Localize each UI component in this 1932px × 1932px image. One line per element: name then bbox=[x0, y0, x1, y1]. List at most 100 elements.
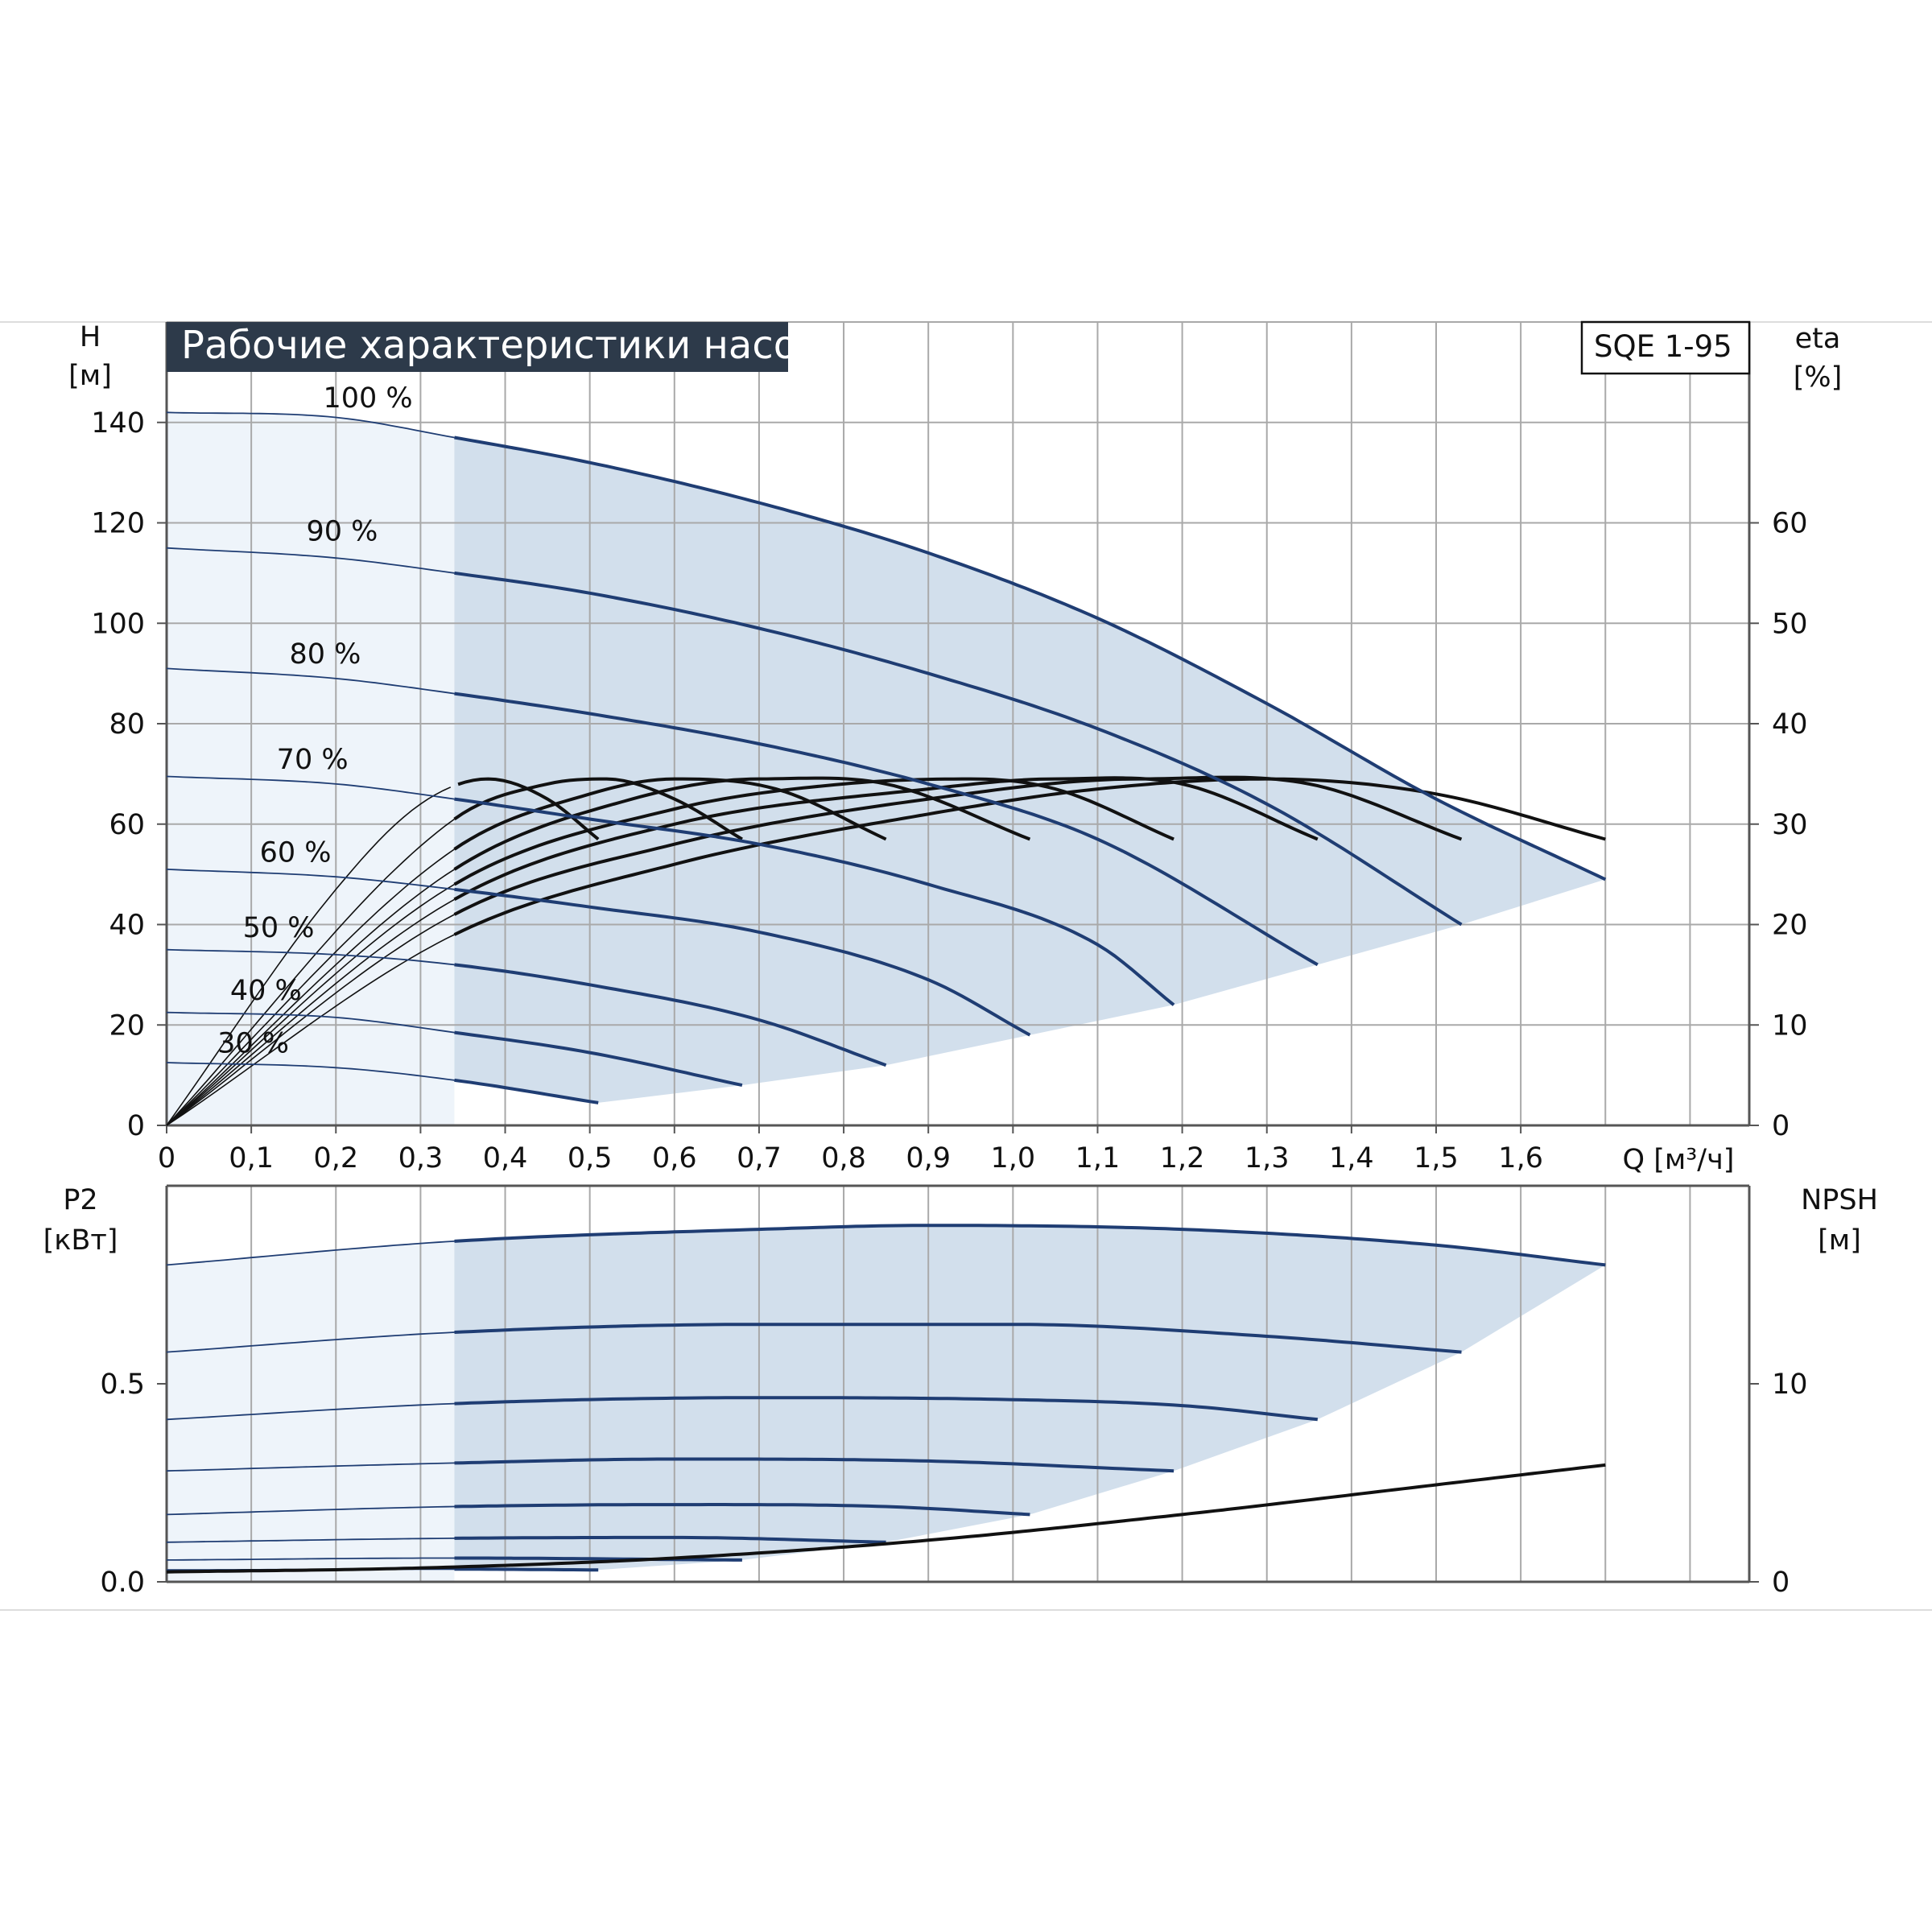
power-curve-thin-0 bbox=[166, 1241, 455, 1266]
y-tick-label: 40 bbox=[109, 910, 145, 942]
speed-label-4: 60 % bbox=[260, 837, 332, 869]
power-curve-5 bbox=[454, 1535, 886, 1544]
power-curve-thin-3 bbox=[166, 1462, 455, 1472]
power-chart: 0.0 0.5 0 10 bbox=[100, 1184, 1808, 1599]
x-tick-label: 0,7 bbox=[737, 1142, 782, 1174]
head-curve-0 bbox=[454, 436, 1607, 881]
power-curve-3 bbox=[454, 1457, 1174, 1473]
power-curve-1 bbox=[454, 1323, 1462, 1354]
efficiency-curve-0 bbox=[453, 777, 1606, 936]
y2-tick-label: 50 bbox=[1772, 608, 1808, 640]
efficiency-curve-thin-1 bbox=[166, 914, 455, 1126]
chart-title: Рабочие характеристики насоса bbox=[181, 323, 842, 368]
y-tick-label: 60 bbox=[109, 809, 145, 841]
power-curve-thin-4 bbox=[166, 1505, 455, 1516]
y-tick-label: 100 bbox=[91, 608, 145, 640]
head-curve-thin-0 bbox=[166, 411, 455, 439]
power-curve-6 bbox=[454, 1556, 742, 1562]
x-tick-label: 0 bbox=[158, 1142, 175, 1174]
speed-label-0: 100 % bbox=[323, 382, 412, 415]
model-label: SQE 1-95 bbox=[1594, 329, 1732, 364]
head-curve-2 bbox=[454, 691, 1319, 967]
x-tick-label: 1,0 bbox=[991, 1142, 1036, 1174]
efficiency-curve-6 bbox=[453, 777, 743, 841]
x-tick-label: 0,4 bbox=[483, 1142, 528, 1174]
x-tick-label: 1,1 bbox=[1075, 1142, 1121, 1174]
x-tick-label: 1,5 bbox=[1414, 1142, 1459, 1174]
y-tick-label: 20 bbox=[109, 1009, 145, 1042]
power-curve-thin-6 bbox=[167, 1557, 455, 1561]
x-tick-label: 0,1 bbox=[229, 1142, 274, 1174]
speed-label-2: 80 % bbox=[289, 638, 361, 671]
efficiency-curve-thin-6 bbox=[166, 818, 455, 1126]
head-curve-4 bbox=[454, 887, 1031, 1037]
power-curve-thin-5 bbox=[166, 1538, 455, 1543]
y-axis-label-line1: H bbox=[80, 321, 101, 353]
npsh-tick-label: 10 bbox=[1772, 1368, 1808, 1401]
power-curve-0 bbox=[454, 1224, 1606, 1267]
y2-axis-label-line2: [%] bbox=[1794, 361, 1843, 394]
head-curve-6 bbox=[454, 1030, 743, 1088]
x-tick-label: 1,6 bbox=[1498, 1142, 1543, 1174]
speed-label-5: 50 % bbox=[243, 912, 315, 944]
x-tick-label: 0,9 bbox=[906, 1142, 951, 1174]
speed-label-6: 40 % bbox=[230, 975, 302, 1007]
head-curve-thin-7 bbox=[166, 1062, 455, 1081]
y2-tick-label: 20 bbox=[1772, 910, 1808, 942]
head-curve-thin-4 bbox=[166, 869, 455, 890]
x-tick-label: 0,6 bbox=[652, 1142, 697, 1174]
head-operating-region bbox=[454, 437, 1606, 1103]
x-tick-label: 1,4 bbox=[1329, 1142, 1374, 1174]
y-tick-label: 0 bbox=[127, 1110, 145, 1142]
npsh-tick-label: 0 bbox=[1772, 1567, 1790, 1599]
y2-axis-label-line1: eta bbox=[1795, 323, 1841, 355]
y2-tick-label: 60 bbox=[1772, 508, 1808, 540]
efficiency-curve-2 bbox=[453, 776, 1319, 902]
efficiency-curve-thin-0 bbox=[166, 934, 455, 1126]
efficiency-curve-thin-2 bbox=[166, 898, 455, 1126]
x-axis-label: Q [м³/ч] bbox=[1623, 1144, 1735, 1176]
speed-label-7: 30 % bbox=[217, 1028, 289, 1060]
efficiency-curve-5 bbox=[453, 777, 887, 851]
x-tick-label: 0,5 bbox=[568, 1142, 613, 1174]
model-box bbox=[1580, 320, 1751, 375]
p2-tick-label: 0.5 bbox=[100, 1368, 145, 1401]
efficiency-curve-thin-3 bbox=[166, 883, 455, 1126]
power-curve-7 bbox=[454, 1567, 599, 1572]
head-curve-7 bbox=[454, 1078, 599, 1104]
x-tick-label: 0,8 bbox=[821, 1142, 866, 1174]
x-tick-label: 1,2 bbox=[1160, 1142, 1205, 1174]
speed-label-1: 90 % bbox=[306, 515, 378, 547]
head-curve-thin-6 bbox=[166, 1011, 455, 1034]
x-tick-label: 0,2 bbox=[313, 1142, 358, 1174]
efficiency-curve-thin-5 bbox=[166, 848, 455, 1126]
head-curve-thin-5 bbox=[166, 948, 455, 966]
power-curve-2 bbox=[454, 1396, 1319, 1422]
y-tick-label: 140 bbox=[91, 407, 145, 440]
x-tick-label: 0,3 bbox=[398, 1142, 444, 1174]
p2-axis-label-line1: P2 bbox=[63, 1184, 97, 1216]
head-curve-1 bbox=[454, 571, 1463, 927]
npsh-axis-label-line2: [м] bbox=[1818, 1224, 1861, 1257]
y2-tick-label: 40 bbox=[1772, 708, 1808, 741]
head-curve-3 bbox=[454, 797, 1175, 1006]
head-curve-thin-2 bbox=[166, 667, 455, 695]
y2-tick-label: 0 bbox=[1772, 1110, 1790, 1142]
head-curve-thin-1 bbox=[166, 547, 455, 574]
head-chart: 0 0,1 0,2 0,3 0,4 0,5 0,6 0,7 0,8 0,9 1,0 1,1 1,2 1,3… bbox=[91, 321, 1808, 1174]
power-curve-thin-2 bbox=[166, 1402, 455, 1421]
y-tick-label: 120 bbox=[91, 508, 145, 540]
efficiency-curve-1 bbox=[453, 775, 1463, 916]
title-banner bbox=[167, 322, 788, 372]
npsh-curve bbox=[166, 1463, 1606, 1574]
head-curve-5 bbox=[454, 963, 887, 1067]
power-curve-4 bbox=[454, 1503, 1030, 1517]
npsh-axis-label-line1: NPSH bbox=[1801, 1184, 1878, 1216]
efficiency-curve-4 bbox=[453, 776, 1031, 871]
power-operating-region bbox=[454, 1225, 1606, 1571]
y-tick-label: 80 bbox=[109, 708, 145, 741]
efficiency-curve-thin-4 bbox=[166, 869, 455, 1126]
x-tick-label: 1,3 bbox=[1245, 1142, 1290, 1174]
